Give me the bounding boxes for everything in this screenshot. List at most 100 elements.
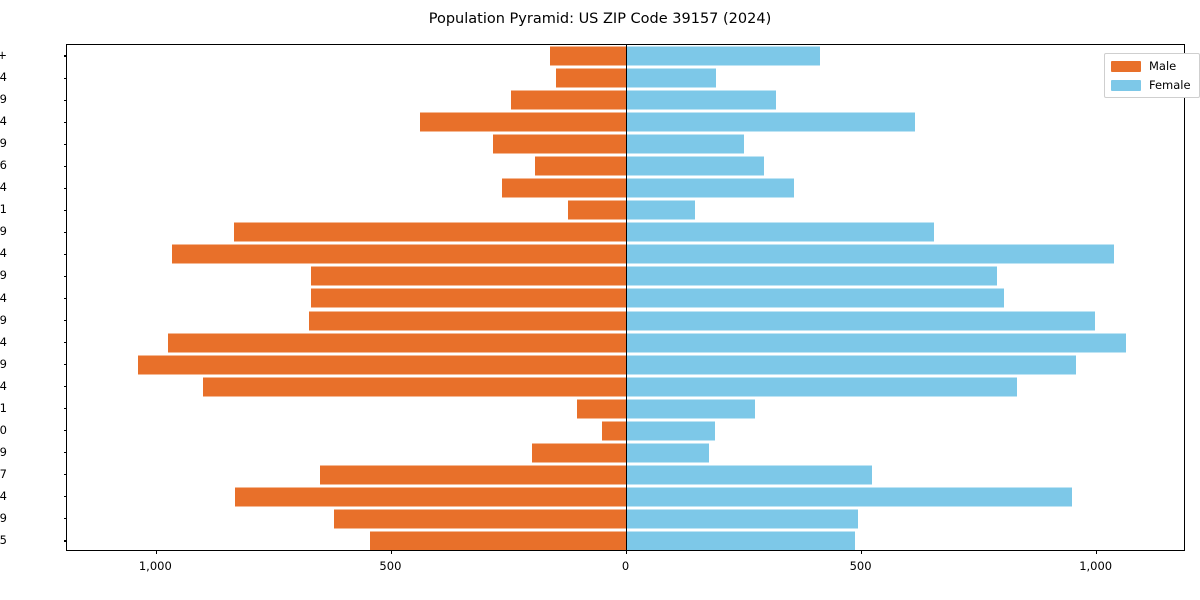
bar-male [235, 487, 627, 507]
y-axis-tick [63, 55, 67, 57]
bar-female [626, 487, 1073, 507]
bar-female [626, 509, 858, 529]
bar-male [501, 178, 627, 198]
pyramid-row [67, 332, 1184, 354]
y-axis-label: 67-69 [0, 136, 7, 151]
y-axis-tick [63, 364, 67, 366]
pyramid-row [67, 486, 1184, 508]
bar-male [138, 355, 627, 375]
bar-female [626, 355, 1076, 375]
y-axis-tick [63, 386, 67, 388]
bar-female [626, 531, 855, 550]
pyramid-row [67, 155, 1184, 177]
y-axis-label: 55-59 [0, 224, 7, 239]
pyramid-row [67, 464, 1184, 486]
y-axis-tick [63, 99, 67, 101]
pyramid-row [67, 354, 1184, 376]
y-axis-tick [63, 452, 67, 454]
y-axis-label: Under 5 [0, 532, 7, 547]
y-axis-tick [63, 540, 67, 542]
y-axis-label: 80-84 [0, 70, 7, 85]
legend-swatch [1111, 79, 1141, 91]
x-axis-tick [1096, 550, 1098, 554]
bar-male [202, 377, 627, 397]
pyramid-row [67, 420, 1184, 442]
x-axis-tick [390, 550, 392, 554]
legend-swatch [1111, 60, 1141, 72]
y-axis-label: 22-24 [0, 378, 7, 393]
legend-item: Female [1111, 78, 1191, 92]
pyramid-row [67, 89, 1184, 111]
bar-male [334, 509, 627, 529]
x-axis-tick [625, 550, 628, 554]
x-axis-label: 1,000 [138, 559, 172, 573]
bar-male [310, 266, 627, 286]
legend-label: Female [1149, 78, 1191, 92]
y-axis-label: 15-17 [0, 466, 7, 481]
y-axis-label: 20 [0, 422, 7, 437]
y-axis-tick [63, 518, 67, 520]
y-axis-label: 60-61 [0, 202, 7, 217]
y-axis-tick [63, 121, 67, 123]
y-axis-label: 40-44 [0, 290, 7, 305]
y-axis-tick [63, 408, 67, 410]
y-axis-label: 50-54 [0, 246, 7, 261]
bar-male [550, 46, 627, 66]
bar-male [577, 399, 627, 419]
bar-female [626, 377, 1017, 397]
bar-male [172, 244, 627, 264]
bar-male [510, 90, 627, 110]
bar-female [626, 311, 1095, 331]
pyramid-row [67, 111, 1184, 133]
bar-female [626, 112, 916, 132]
y-axis-tick [63, 297, 67, 300]
bar-male [320, 465, 627, 485]
y-axis-tick [63, 496, 67, 498]
y-axis-label: 25-29 [0, 356, 7, 371]
bar-female [626, 465, 873, 485]
bar-male [420, 112, 627, 132]
x-axis-tick [155, 550, 157, 554]
x-axis-label: 1,000 [1079, 559, 1113, 573]
chart-title: Population Pyramid: US ZIP Code 39157 (2… [428, 11, 772, 27]
chart-legend: Male Female [1104, 53, 1200, 98]
y-axis-label: 18-19 [0, 444, 7, 459]
y-axis-label: 35-39 [0, 312, 7, 327]
bar-male [310, 288, 627, 308]
y-axis-label: 65-66 [0, 158, 7, 173]
y-axis-label: 70-74 [0, 114, 7, 129]
y-axis-tick [63, 231, 67, 233]
legend-item: Male [1111, 59, 1191, 73]
bar-male [234, 222, 627, 242]
bar-female [626, 90, 777, 110]
bar-male [556, 68, 627, 88]
bar-female [626, 200, 695, 220]
y-axis-tick [63, 77, 67, 79]
y-axis-label: 30-34 [0, 334, 7, 349]
pyramid-row [67, 199, 1184, 221]
y-axis-label: 5-9 [0, 510, 7, 525]
pyramid-row [67, 45, 1184, 67]
bar-female [626, 68, 717, 88]
bar-female [626, 443, 710, 463]
y-axis-tick [63, 143, 67, 145]
bar-male [531, 443, 627, 463]
bar-male [568, 200, 627, 220]
bar-female [626, 156, 764, 176]
pyramid-row [67, 243, 1184, 265]
bar-female [626, 46, 821, 66]
y-axis-label: 62-64 [0, 180, 7, 195]
y-axis-tick [63, 474, 67, 476]
y-axis-tick [63, 319, 67, 322]
y-axis-label: 85+ [0, 48, 7, 63]
y-axis-label: 10-14 [0, 488, 7, 503]
y-axis-label: 21 [0, 400, 7, 415]
y-axis-tick [63, 275, 67, 277]
bar-male [492, 134, 627, 154]
zero-axis-line [625, 45, 628, 550]
pyramid-row [67, 398, 1184, 420]
y-axis-tick [63, 187, 67, 189]
pyramid-row [67, 310, 1184, 332]
bar-female [626, 134, 745, 154]
